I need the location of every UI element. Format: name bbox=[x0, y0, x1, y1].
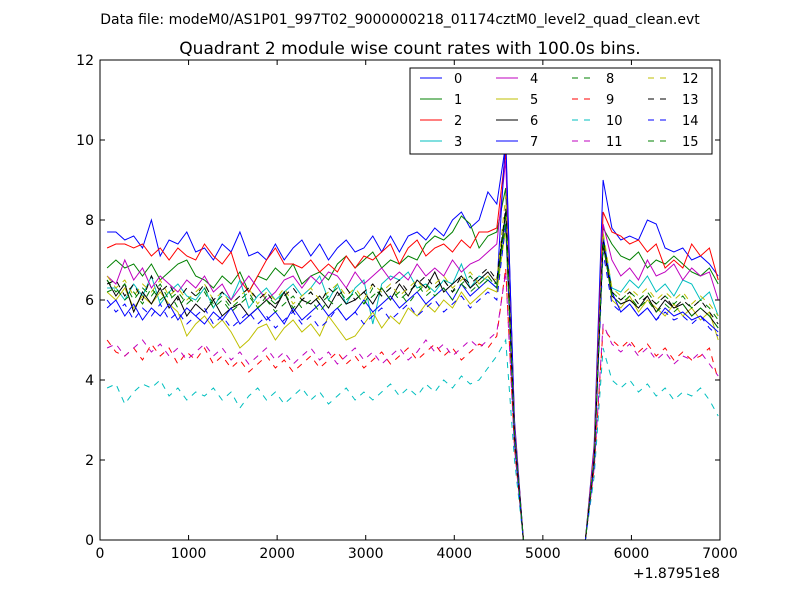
series-line-5 bbox=[106, 227, 719, 541]
legend-label-14: 14 bbox=[682, 114, 699, 129]
legend-label-11: 11 bbox=[606, 135, 623, 150]
x-tick-label: 5000 bbox=[525, 546, 561, 562]
legend-label-4: 4 bbox=[530, 72, 538, 87]
y-tick-labels: 0 2 4 6 8 10 12 bbox=[76, 53, 94, 549]
legend-label-10: 10 bbox=[606, 114, 623, 129]
x-offset-label: +1.87951e8 bbox=[633, 566, 720, 582]
x-tick-label: 7000 bbox=[702, 546, 738, 562]
legend-label-3: 3 bbox=[454, 135, 462, 150]
x-tick-label: 3000 bbox=[348, 546, 384, 562]
x-tick-labels: 0 1000 2000 3000 4000 5000 6000 7000 bbox=[96, 546, 738, 562]
legend-label-8: 8 bbox=[606, 72, 614, 87]
y-tick-label: 12 bbox=[76, 53, 94, 69]
series-line-12 bbox=[106, 195, 719, 541]
legend-label-6: 6 bbox=[530, 114, 538, 129]
legend-label-7: 7 bbox=[530, 135, 538, 150]
y-tick-label: 2 bbox=[85, 453, 94, 469]
series-line-15 bbox=[106, 215, 719, 541]
y-tick-label: 0 bbox=[85, 533, 94, 549]
y-tick-label: 10 bbox=[76, 133, 94, 149]
axis-ticks bbox=[99, 59, 721, 541]
series-line-0 bbox=[107, 143, 719, 541]
series-line-9 bbox=[106, 267, 719, 541]
series-line-2 bbox=[106, 151, 719, 541]
chart-title: Quadrant 2 module wise count rates with … bbox=[179, 39, 640, 59]
legend-label-9: 9 bbox=[606, 93, 614, 108]
x-tick-label: 4000 bbox=[436, 546, 472, 562]
legend-label-2: 2 bbox=[454, 114, 462, 129]
series-line-13 bbox=[106, 207, 719, 541]
x-tick-label: 2000 bbox=[259, 546, 295, 562]
y-tick-label: 8 bbox=[85, 213, 94, 229]
series-line-10 bbox=[106, 338, 719, 541]
legend-label-1: 1 bbox=[454, 93, 462, 108]
legend-label-12: 12 bbox=[682, 72, 699, 87]
legend-label-0: 0 bbox=[454, 72, 462, 87]
x-tick-label: 6000 bbox=[614, 546, 650, 562]
legend-label-13: 13 bbox=[682, 93, 699, 108]
series-line-14 bbox=[106, 223, 719, 541]
data-file-header: Data file: modeM0/AS1P01_997T02_90000002… bbox=[100, 12, 700, 28]
y-tick-label: 4 bbox=[85, 373, 94, 389]
legend-box bbox=[409, 67, 713, 155]
series-line-4 bbox=[106, 159, 719, 541]
x-tick-label: 1000 bbox=[171, 546, 207, 562]
series-line-6 bbox=[106, 211, 719, 541]
plot-lines bbox=[106, 135, 719, 541]
y-tick-label: 6 bbox=[85, 293, 94, 309]
series-line-7 bbox=[106, 135, 719, 541]
series-line-11 bbox=[106, 271, 719, 541]
legend-label-5: 5 bbox=[530, 93, 538, 108]
series-line-3 bbox=[107, 211, 719, 541]
legend-label-15: 15 bbox=[682, 135, 699, 150]
x-tick-label: 0 bbox=[96, 546, 105, 562]
